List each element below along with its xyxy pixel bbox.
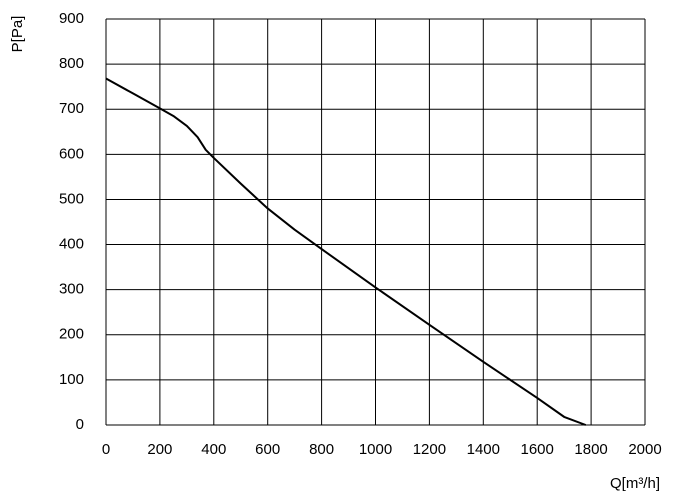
x-tick-label: 1600 bbox=[521, 441, 554, 458]
x-tick-label: 1800 bbox=[574, 441, 607, 458]
y-tick-label: 600 bbox=[59, 145, 84, 162]
x-axis-label: Q[m³/h] bbox=[610, 475, 660, 492]
y-tick-label: 0 bbox=[76, 416, 84, 433]
x-tick-label: 1200 bbox=[413, 441, 446, 458]
x-tick-label: 1000 bbox=[359, 441, 392, 458]
y-tick-label: 100 bbox=[59, 371, 84, 388]
x-tick-label: 600 bbox=[255, 441, 280, 458]
y-tick-label: 400 bbox=[59, 236, 84, 253]
curve bbox=[105, 77, 587, 426]
x-tick-label: 400 bbox=[201, 441, 226, 458]
x-tick-label: 800 bbox=[309, 441, 334, 458]
x-tick-label: 1400 bbox=[467, 441, 500, 458]
y-axis-label: P[Pa] bbox=[9, 16, 26, 53]
y-tick-label: 200 bbox=[59, 326, 84, 343]
x-tick-label: 0 bbox=[102, 441, 110, 458]
y-tick-label: 700 bbox=[59, 100, 84, 117]
y-tick-label: 500 bbox=[59, 190, 84, 207]
y-tick-label: 300 bbox=[59, 281, 84, 298]
y-tick-label: 800 bbox=[59, 55, 84, 72]
x-tick-label: 2000 bbox=[628, 441, 661, 458]
y-tick-label: 900 bbox=[59, 10, 84, 27]
x-tick-label: 200 bbox=[147, 441, 172, 458]
